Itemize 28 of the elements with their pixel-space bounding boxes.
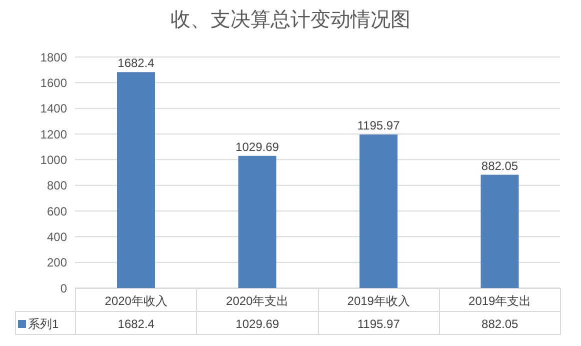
x-tick-label: 2019年收入 — [318, 288, 440, 312]
bar — [117, 72, 155, 288]
x-tick-label: 2019年支出 — [438, 288, 561, 312]
text: 1029.69 — [196, 311, 318, 335]
y-tick-label: 600 — [46, 204, 68, 218]
data-label: 1029.69 — [236, 140, 280, 154]
y-tick-label: 0 — [60, 281, 68, 296]
y-tick-label: 1200 — [40, 127, 68, 142]
legend-label: 系列1 — [15, 311, 76, 335]
y-tick-label: 1600 — [40, 76, 68, 90]
data-label: 1195.97 — [357, 118, 400, 133]
x-tick-label: 2020年收入 — [75, 288, 198, 312]
data-label: 882.05 — [481, 158, 518, 173]
y-tick-label: 1800 — [40, 50, 68, 64]
bar — [480, 174, 519, 288]
bar — [238, 156, 276, 288]
bar — [360, 134, 398, 288]
y-tick-label: 800 — [46, 178, 68, 193]
y-tick-label: 200 — [46, 256, 68, 270]
y-tick-label: 1000 — [40, 152, 68, 167]
text: 1682.4 — [75, 311, 198, 335]
chart-title: 收、支决算总计变动情况图 — [170, 8, 412, 33]
text: 882.05 — [438, 311, 561, 335]
y-tick-label: 1400 — [40, 102, 68, 116]
x-tick-label: 2020年支出 — [196, 288, 318, 312]
y-tick-label: 400 — [46, 230, 68, 244]
text: 1195.97 — [318, 311, 440, 335]
data-label: 1682.4 — [118, 56, 155, 70]
